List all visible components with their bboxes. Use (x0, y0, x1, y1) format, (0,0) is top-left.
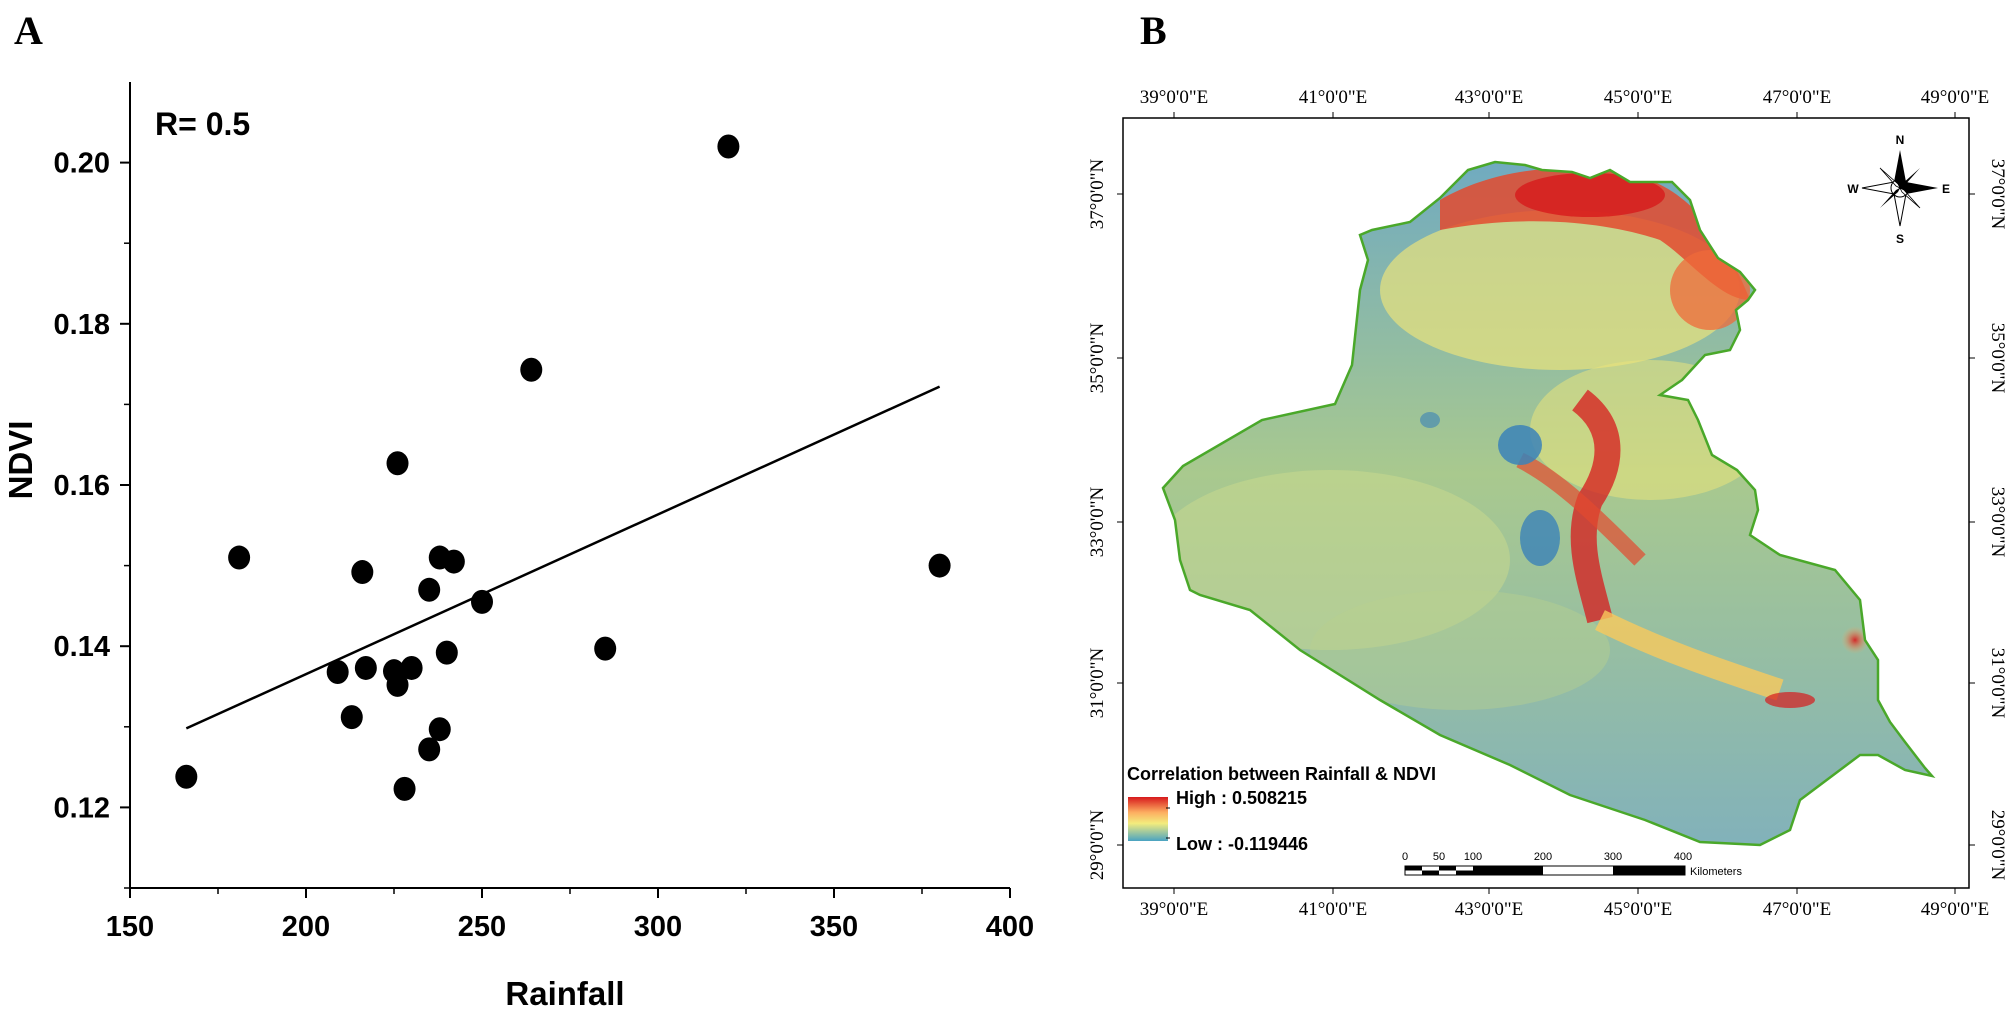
scale-tick-100: 100 (1464, 851, 1482, 863)
legend-color-ramp (1128, 797, 1168, 841)
lon-top-4: 47°0'0"E (1763, 87, 1831, 108)
lat-left-4: 37°0'0"N (1087, 158, 1108, 229)
x-tick-label: 400 (986, 911, 1034, 943)
scale-unit: Kilometers (1690, 866, 1742, 878)
map-outer-frame (1122, 117, 1970, 889)
y-tick-label: 0.12 (54, 792, 110, 824)
scatter-point (175, 764, 198, 789)
legend-high-label: High : 0.508215 (1176, 788, 1307, 808)
scatter-point (928, 553, 951, 578)
scale-tick-0: 0 (1402, 851, 1408, 863)
scatter-point (471, 589, 493, 614)
scale-tick-50: 50 (1433, 851, 1445, 863)
lon-top-2: 43°0'0"E (1455, 87, 1523, 108)
scatter-point (435, 640, 458, 665)
compass-n-label: N (1896, 133, 1905, 147)
lat-right-2: 33°0'0"N (1987, 487, 2008, 558)
lon-bottom-5: 49°0'0"E (1921, 899, 1989, 920)
scatter-point (386, 451, 409, 476)
scatter-point (340, 705, 363, 730)
iraq-border (1161, 160, 1936, 847)
lon-bottom-0: 39°0'0"E (1140, 899, 1208, 920)
x-tick-label: 350 (810, 911, 858, 943)
legend-low-label: Low : -0.119446 (1176, 834, 1308, 854)
y-tick-label: 0.20 (54, 148, 110, 180)
scale-tick-400: 400 (1674, 851, 1692, 863)
legend-title: Correlation between Rainfall & NDVI (1127, 764, 1436, 784)
lat-left-3: 35°0'0"N (1087, 322, 1108, 393)
y-tick-label: 0.16 (54, 470, 110, 502)
x-tick-label: 300 (634, 911, 682, 943)
correlation-annotation: R= 0.5 (155, 106, 250, 142)
scatter-point (354, 655, 377, 680)
x-tick-label: 250 (458, 911, 506, 943)
x-tick-label: 150 (106, 911, 154, 943)
scatter-point (418, 577, 441, 602)
lon-bottom-1: 41°0'0"E (1299, 899, 1367, 920)
scale-bar: 0 50 100 200 300 400 Kilometers (1402, 851, 1743, 878)
scatter-point (400, 655, 423, 680)
scatter-point (520, 357, 543, 382)
lat-left-0: 29°0'0"N (1087, 809, 1108, 880)
scatter-point (428, 717, 451, 742)
compass-w-label: W (1847, 182, 1859, 196)
scatter-point (351, 560, 374, 585)
y-axis-title: NDVI (2, 421, 39, 500)
x-tick-label: 200 (282, 911, 330, 943)
north-arrow: N S E W (1847, 133, 1950, 246)
map-legend: Correlation between Rainfall & NDVI High… (1127, 764, 1436, 854)
lat-left-1: 31°0'0"N (1087, 647, 1108, 718)
lon-top-5: 49°0'0"E (1921, 87, 1989, 108)
scatter-ticks: 150 200 250 300 350 400 0.12 0.14 0.16 0.18 0.20 (54, 148, 1035, 943)
lat-right-0: 29°0'0"N (1987, 810, 2008, 881)
lat-left-2: 33°0'0"N (1087, 486, 1108, 557)
lon-bottom-2: 43°0'0"E (1455, 899, 1523, 920)
lon-top-0: 39°0'0"E (1140, 87, 1208, 108)
compass-s-label: S (1896, 232, 1904, 246)
scatter-point (393, 776, 416, 801)
correlation-map: 39°0'0"E 41°0'0"E 43°0'0"E 45°0'0"E 47°0… (1087, 87, 2008, 920)
map-coordinate-labels: 39°0'0"E 41°0'0"E 43°0'0"E 45°0'0"E 47°0… (1087, 87, 2008, 920)
scatter-axes (129, 82, 1010, 889)
x-axis-title: Rainfall (505, 975, 624, 1012)
lon-bottom-4: 47°0'0"E (1763, 899, 1831, 920)
panel-a-label: A (14, 8, 43, 53)
regression-line (185, 385, 941, 730)
map-frame-ticks (1117, 112, 1975, 894)
lat-right-4: 37°0'0"N (1987, 159, 2008, 230)
y-tick-label: 0.14 (54, 631, 110, 663)
lon-top-3: 45°0'0"E (1604, 87, 1672, 108)
lat-right-3: 35°0'0"N (1987, 323, 2008, 394)
lat-right-1: 31°0'0"N (1987, 648, 2008, 719)
scatter-chart: 150 200 250 300 350 400 0.12 0.14 0.16 0.18 0.20 R… (2, 82, 1034, 1012)
scatter-point (418, 737, 441, 762)
scatter-point (717, 134, 740, 159)
scatter-point (228, 545, 251, 570)
compass-e-label: E (1942, 182, 1950, 196)
scale-tick-300: 300 (1604, 851, 1622, 863)
scatter-point (386, 672, 409, 697)
lon-top-1: 41°0'0"E (1299, 87, 1367, 108)
scatter-point (442, 549, 465, 574)
scatter-trendline-group (185, 385, 941, 730)
panel-b-label: B (1140, 8, 1167, 53)
scale-tick-200: 200 (1534, 851, 1552, 863)
y-tick-label: 0.18 (54, 309, 110, 341)
scatter-points (175, 134, 951, 801)
scatter-point (594, 636, 617, 661)
scatter-point (326, 659, 349, 684)
lon-bottom-3: 45°0'0"E (1604, 899, 1672, 920)
